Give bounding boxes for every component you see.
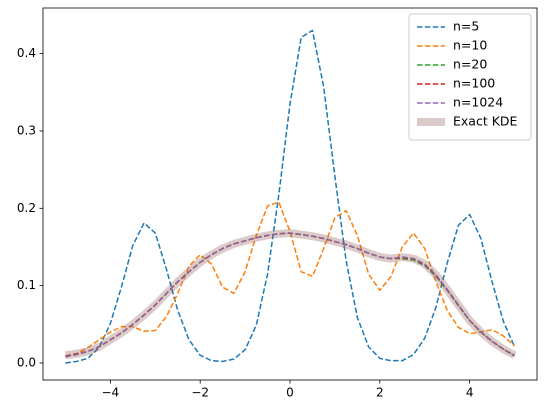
legend-label: n=5 bbox=[453, 19, 479, 34]
axes-frame bbox=[42, 7, 538, 381]
legend-label: n=1024 bbox=[453, 95, 503, 110]
legend-label: n=10 bbox=[453, 38, 487, 53]
y-tick-label: 0.1 bbox=[17, 278, 36, 292]
legend-label: n=20 bbox=[453, 57, 487, 72]
y-tick-label: 0.4 bbox=[17, 46, 36, 60]
legend-label: Exact KDE bbox=[453, 114, 518, 129]
series-line bbox=[65, 201, 516, 358]
series-line bbox=[65, 232, 515, 358]
y-tick-label: 0.2 bbox=[17, 201, 36, 215]
x-tick-label: 0 bbox=[286, 386, 294, 400]
y-tick-label: 0.0 bbox=[17, 355, 36, 369]
legend-box bbox=[408, 13, 532, 141]
x-tick-label: −2 bbox=[191, 386, 209, 400]
x-tick-label: 2 bbox=[376, 386, 384, 400]
x-tick-label: −4 bbox=[102, 386, 120, 400]
series-line bbox=[64, 229, 517, 360]
legend-label: n=100 bbox=[453, 76, 495, 91]
x-tick-label: 4 bbox=[466, 386, 474, 400]
y-tick-label: 0.3 bbox=[17, 123, 36, 137]
